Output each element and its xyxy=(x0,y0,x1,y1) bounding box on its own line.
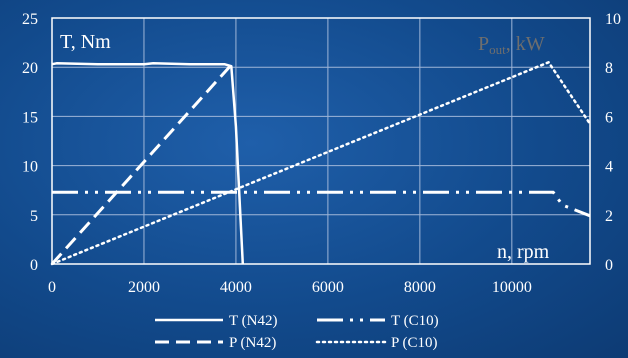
y-left-tick-label: 15 xyxy=(22,109,38,126)
legend-label: P (N42) xyxy=(229,335,276,351)
y-right-tick-label: 8 xyxy=(605,60,613,77)
y-left-tick-label: 0 xyxy=(30,257,38,274)
x-tick-label: 0 xyxy=(48,279,56,296)
series-line xyxy=(51,62,245,265)
y-right-tick-label: 0 xyxy=(605,257,613,274)
x-tick-label: 8000 xyxy=(404,279,436,296)
series-lines xyxy=(50,61,592,266)
plot-frame xyxy=(51,17,591,265)
y-left-tick-label: 25 xyxy=(22,11,38,28)
y-right-axis-title: Pout, kW xyxy=(478,33,545,57)
y-left-axis-title: T, Nm xyxy=(60,31,111,53)
y-left-tick-label: 10 xyxy=(22,159,38,176)
series-line xyxy=(50,61,592,266)
series-line xyxy=(50,61,235,266)
y-left-tick-label: 20 xyxy=(22,60,38,77)
x-tick-labels: 0 2000 4000 6000 8000 10000 xyxy=(48,279,532,296)
y-right-tick-label: 6 xyxy=(605,109,613,126)
y-right-axis-title-sub: out xyxy=(489,42,506,57)
legend: T (N42) T (C10) P (N42) P (C10) xyxy=(155,313,439,351)
legend-label: T (N42) xyxy=(229,313,277,329)
y-right-tick-labels: 0 2 4 6 8 10 xyxy=(605,11,621,274)
x-tick-label: 6000 xyxy=(312,279,344,296)
series-line xyxy=(52,190,591,218)
y-right-tick-label: 2 xyxy=(605,208,613,225)
x-axis-title: n, rpm xyxy=(497,241,550,263)
y-right-axis-title-main: P xyxy=(478,33,489,55)
y-right-axis-title-unit: , kW xyxy=(506,33,545,55)
x-tick-label: 10000 xyxy=(492,279,532,296)
x-tick-label: 2000 xyxy=(128,279,160,296)
y-left-tick-labels: 0 5 10 15 20 25 xyxy=(22,11,38,274)
x-tick-label: 4000 xyxy=(220,279,252,296)
legend-label: P (C10) xyxy=(391,335,438,351)
legend-label: T (C10) xyxy=(391,313,439,329)
y-left-tick-label: 5 xyxy=(30,208,38,225)
y-right-tick-label: 10 xyxy=(605,11,621,28)
y-right-tick-label: 4 xyxy=(605,159,613,176)
